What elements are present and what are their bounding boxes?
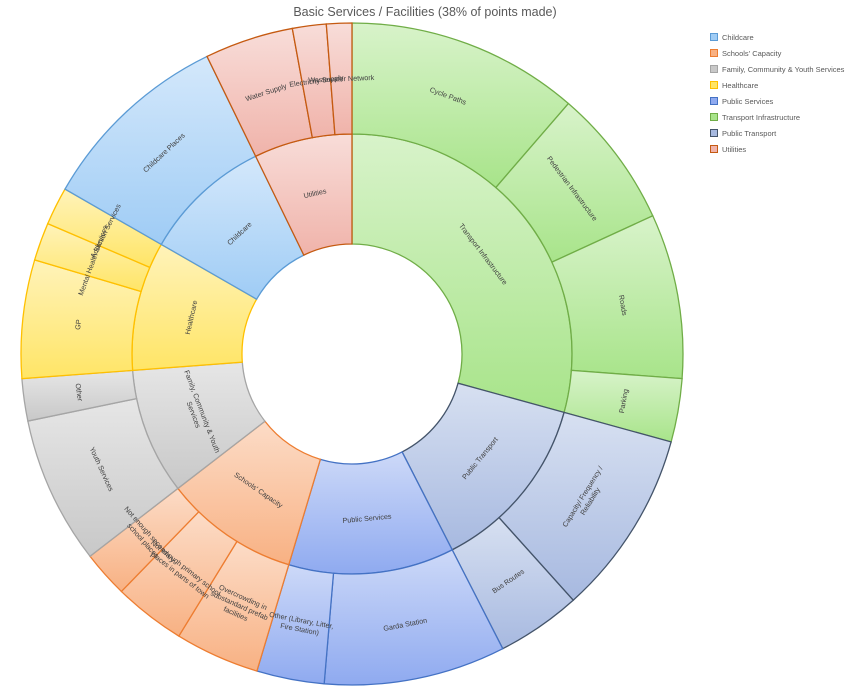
legend-item-family-community-youth-services: Family, Community & Youth Services	[710, 61, 844, 77]
chart-title: Basic Services / Facilities (38% of poin…	[293, 5, 557, 19]
outer-label-other: Other	[73, 383, 84, 403]
legend-swatch	[710, 33, 718, 41]
legend-swatch	[710, 129, 718, 137]
legend-label: Healthcare	[722, 80, 759, 90]
legend-label: Transport Infrastructure	[722, 112, 801, 122]
outer-label-wastewater-network: Wastewater Network	[308, 73, 375, 85]
legend-item-utilities: Utilities	[710, 141, 844, 157]
legend-swatch	[710, 97, 718, 105]
legend-item-healthcare: Healthcare	[710, 77, 844, 93]
legend-item-public-transport: Public Transport	[710, 125, 844, 141]
outer-label-gp: GP	[73, 319, 83, 330]
outer-label-roads: Roads	[617, 294, 630, 316]
outer-label-parking: Parking	[617, 388, 630, 414]
outer-segment-wastewater-network	[325, 22, 353, 136]
legend-swatch	[710, 81, 718, 89]
legend-label: Schools' Capacity	[722, 48, 782, 58]
legend-item-schools-capacity: Schools' Capacity	[710, 45, 844, 61]
legend-label: Public Transport	[722, 128, 777, 138]
legend-label: Childcare	[722, 32, 754, 42]
legend-label: Public Services	[722, 96, 774, 106]
legend-label: Family, Community & Youth Services	[722, 64, 845, 74]
legend-swatch	[710, 49, 718, 57]
legend-swatch	[710, 145, 718, 153]
legend-item-childcare: Childcare	[710, 29, 844, 45]
legend-swatch	[710, 113, 718, 121]
inner-label-public-services: Public Services	[342, 512, 392, 525]
legend-item-public-services: Public Services	[710, 93, 844, 109]
legend-swatch	[710, 65, 718, 73]
sunburst-segments	[20, 22, 684, 686]
legend-label: Utilities	[722, 144, 747, 154]
legend-item-transport-infrastructure: Transport Infrastructure	[710, 109, 844, 125]
legend: Childcare Schools' Capacity Family, Commun…	[710, 29, 844, 157]
